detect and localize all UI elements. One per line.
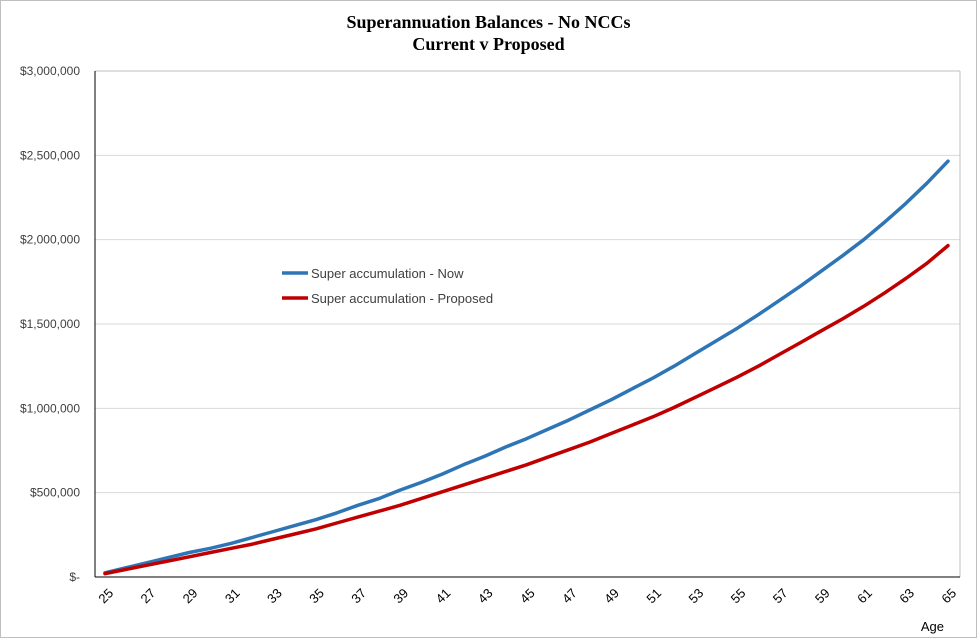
y-tick-label: $- xyxy=(69,570,80,584)
series-lines xyxy=(103,159,950,576)
x-tick-label: 27 xyxy=(138,585,159,606)
axes xyxy=(94,70,961,578)
x-tick-label: 59 xyxy=(812,585,833,606)
legend-label: Super accumulation - Proposed xyxy=(311,291,493,306)
x-tick-label: 33 xyxy=(264,585,285,606)
x-tick-label: 45 xyxy=(517,585,538,606)
x-tick-label: 65 xyxy=(938,585,959,606)
y-tick-label: $3,000,000 xyxy=(20,64,80,78)
y-tick-label: $1,500,000 xyxy=(20,317,80,331)
series-line-now xyxy=(103,159,950,575)
x-tick-label: 63 xyxy=(896,585,917,606)
y-axis-ticks: $- $500,000 $1,000,000 $1,500,000 $2,000,000… xyxy=(20,64,80,584)
y-tick-label: $1,000,000 xyxy=(20,401,80,415)
grid-lines xyxy=(95,70,960,494)
y-tick-label: $2,500,000 xyxy=(20,148,80,162)
x-tick-label: 35 xyxy=(306,585,327,606)
chart-title: Superannuation Balances - No NCCs xyxy=(346,12,631,32)
x-tick-label: 41 xyxy=(433,585,454,606)
x-tick-label: 55 xyxy=(728,585,749,606)
x-tick-label: 25 xyxy=(95,585,116,606)
x-tick-label: 37 xyxy=(348,585,369,606)
x-tick-label: 61 xyxy=(854,585,875,606)
series-line-proposed xyxy=(103,243,950,576)
x-tick-label: 53 xyxy=(685,585,706,606)
x-tick-label: 57 xyxy=(770,585,791,606)
x-tick-label: 51 xyxy=(643,585,664,606)
legend: Super accumulation - Now Super accumulati… xyxy=(282,266,493,306)
x-axis-label: Age xyxy=(921,619,944,634)
y-tick-label: $2,000,000 xyxy=(20,233,80,247)
y-tick-label: $500,000 xyxy=(30,486,80,500)
x-tick-label: 29 xyxy=(180,585,201,606)
x-tick-label: 43 xyxy=(475,585,496,606)
x-tick-label: 31 xyxy=(222,585,243,606)
x-tick-label: 47 xyxy=(559,585,580,606)
x-tick-label: 39 xyxy=(390,585,411,606)
chart-subtitle: Current v Proposed xyxy=(412,34,565,54)
x-tick-label: 49 xyxy=(601,585,622,606)
x-axis-ticks: 25 27 29 31 33 35 37 39 41 43 45 47 49 51 53 55 57 59 61 63… xyxy=(95,585,959,606)
legend-label: Super accumulation - Now xyxy=(311,266,464,281)
